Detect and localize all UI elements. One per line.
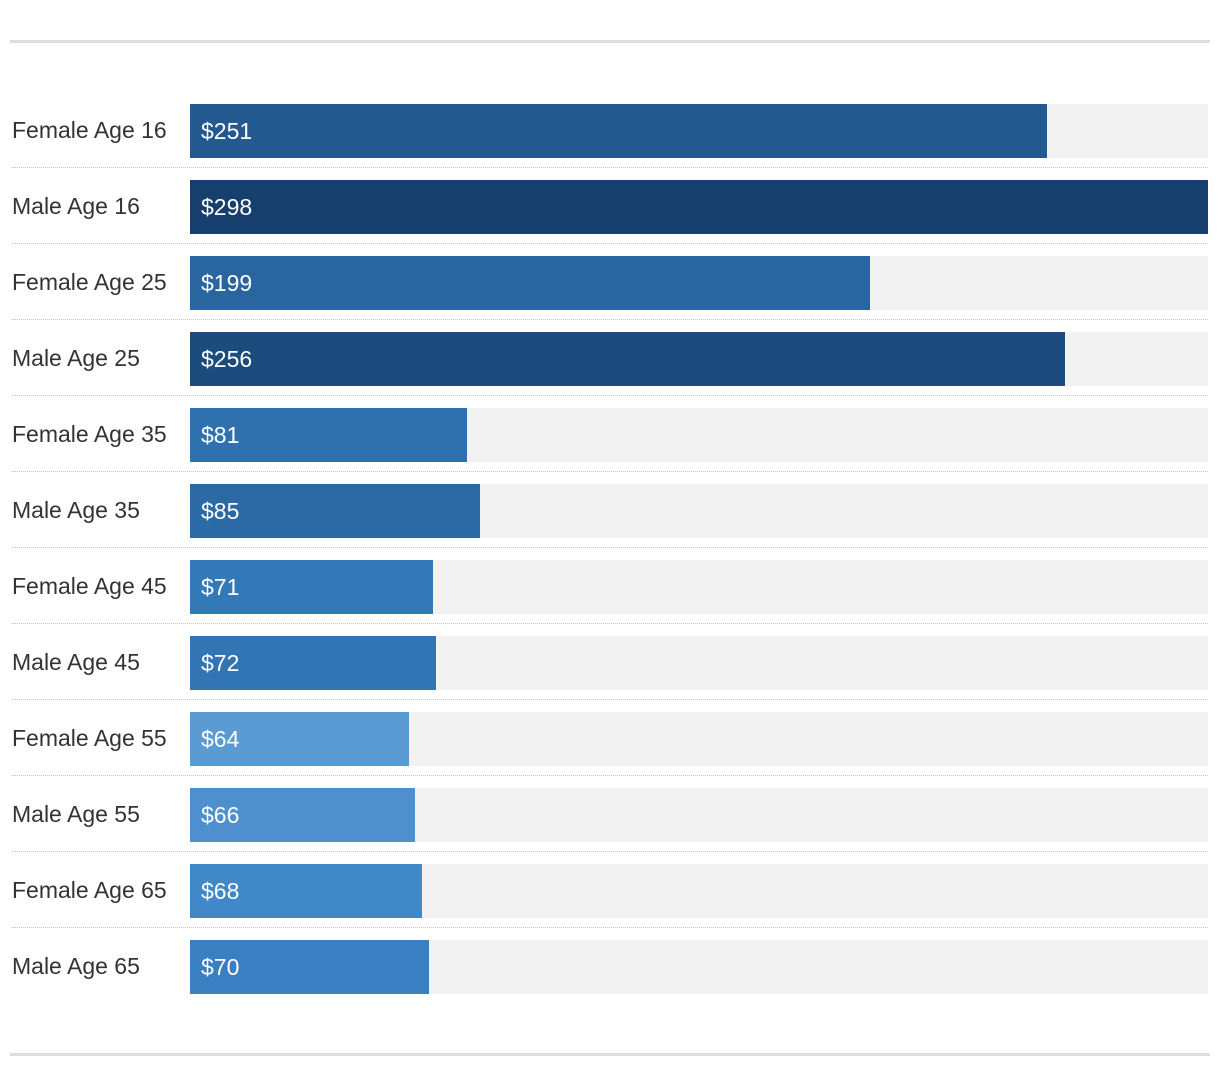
bar-value-label: $256 bbox=[201, 346, 253, 372]
bar: $66 bbox=[190, 788, 415, 842]
category-label: Female Age 35 bbox=[12, 421, 167, 447]
bar-value-label: $68 bbox=[201, 878, 240, 904]
category-label: Male Age 45 bbox=[12, 649, 140, 675]
bar-track: $256 bbox=[190, 332, 1208, 386]
category-label: Male Age 55 bbox=[12, 801, 140, 827]
bar-track: $85 bbox=[190, 484, 1208, 538]
bar: $64 bbox=[190, 712, 409, 766]
bar-track: $70 bbox=[190, 940, 1208, 994]
category-label: Male Age 65 bbox=[12, 953, 140, 979]
bar-value-label: $81 bbox=[201, 422, 240, 448]
bar-row: Female Age 35 $81 bbox=[0, 396, 1220, 472]
row-divider bbox=[12, 927, 1208, 928]
bar-value-label: $71 bbox=[201, 574, 240, 600]
row-divider bbox=[12, 243, 1208, 244]
bar-row: Male Age 55 $66 bbox=[0, 776, 1220, 852]
category-label: Female Age 65 bbox=[12, 877, 167, 903]
row-divider bbox=[12, 167, 1208, 168]
bar-row: Male Age 16 $298 bbox=[0, 168, 1220, 244]
bar: $81 bbox=[190, 408, 467, 462]
bar-value-label: $298 bbox=[201, 194, 253, 220]
row-divider bbox=[12, 395, 1208, 396]
bar-track: $68 bbox=[190, 864, 1208, 918]
bar-row: Female Age 45 $71 bbox=[0, 548, 1220, 624]
bar: $68 bbox=[190, 864, 422, 918]
category-label: Male Age 35 bbox=[12, 497, 140, 523]
bar-track: $81 bbox=[190, 408, 1208, 462]
bar: $85 bbox=[190, 484, 480, 538]
category-label: Female Age 16 bbox=[12, 117, 167, 143]
bar-value-label: $199 bbox=[201, 270, 253, 296]
row-divider bbox=[12, 775, 1208, 776]
row-divider bbox=[12, 699, 1208, 700]
bar: $256 bbox=[190, 332, 1065, 386]
bar-track: $298 bbox=[190, 180, 1208, 234]
bar-value-label: $66 bbox=[201, 802, 240, 828]
bar-row: Male Age 65 $70 bbox=[0, 928, 1220, 1004]
bar-value-label: $72 bbox=[201, 650, 240, 676]
bar: $71 bbox=[190, 560, 433, 614]
bar-row: Female Age 16 $251 bbox=[0, 92, 1220, 168]
bar-row: Female Age 55 $64 bbox=[0, 700, 1220, 776]
bar-track: $199 bbox=[190, 256, 1208, 310]
bar-value-label: $64 bbox=[201, 726, 240, 752]
bar-row: Male Age 25 $256 bbox=[0, 320, 1220, 396]
bar: $72 bbox=[190, 636, 436, 690]
bar-track: $64 bbox=[190, 712, 1208, 766]
row-divider bbox=[12, 319, 1208, 320]
bar-value-label: $70 bbox=[201, 954, 240, 980]
bar: $70 bbox=[190, 940, 429, 994]
row-divider bbox=[12, 851, 1208, 852]
row-divider bbox=[12, 623, 1208, 624]
bar-track: $71 bbox=[190, 560, 1208, 614]
bar-value-label: $85 bbox=[201, 498, 240, 524]
category-label: Male Age 16 bbox=[12, 193, 140, 219]
category-label: Female Age 25 bbox=[12, 269, 167, 295]
bar-track: $251 bbox=[190, 104, 1208, 158]
bar: $298 bbox=[190, 180, 1208, 234]
top-rule bbox=[10, 40, 1210, 43]
category-label: Female Age 45 bbox=[12, 573, 167, 599]
row-divider bbox=[12, 471, 1208, 472]
bar: $199 bbox=[190, 256, 870, 310]
category-label: Male Age 25 bbox=[12, 345, 140, 371]
bar-row: Female Age 65 $68 bbox=[0, 852, 1220, 928]
bar-row: Male Age 35 $85 bbox=[0, 472, 1220, 548]
bar-track: $72 bbox=[190, 636, 1208, 690]
bar-row: Female Age 25 $199 bbox=[0, 244, 1220, 320]
category-label: Female Age 55 bbox=[12, 725, 167, 751]
bar-row: Male Age 45 $72 bbox=[0, 624, 1220, 700]
row-divider bbox=[12, 547, 1208, 548]
bar: $251 bbox=[190, 104, 1047, 158]
bottom-rule bbox=[10, 1053, 1210, 1056]
bar-value-label: $251 bbox=[201, 118, 253, 144]
bar-track: $66 bbox=[190, 788, 1208, 842]
